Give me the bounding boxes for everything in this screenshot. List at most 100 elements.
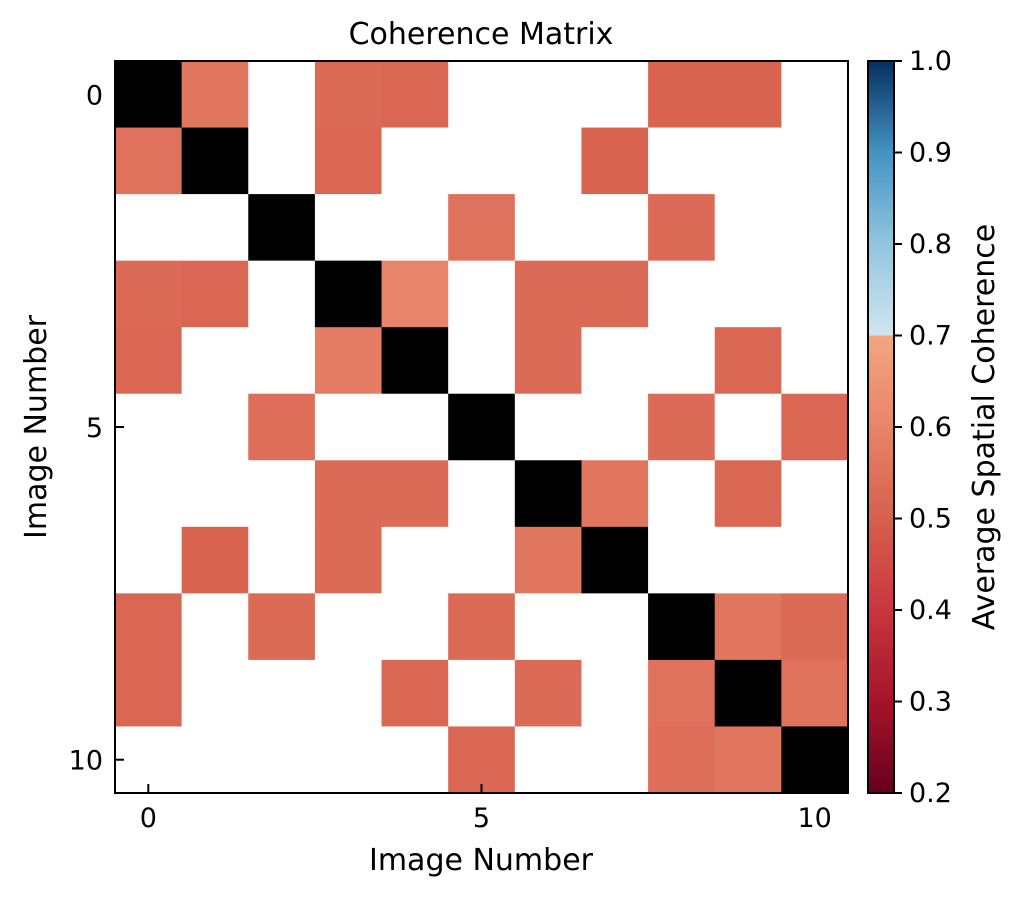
heatmap-cell-10-10 xyxy=(781,726,849,794)
heatmap-cell-9-6 xyxy=(514,659,583,728)
heatmap-cells xyxy=(115,61,849,794)
heatmap-cell-3-2 xyxy=(248,260,316,328)
heatmap-cell-5-10 xyxy=(781,393,849,461)
heatmap-cell-7-5 xyxy=(448,526,516,594)
heatmap-cell-10-7 xyxy=(581,726,649,794)
heatmap-cell-3-10 xyxy=(781,260,849,328)
heatmap-cell-2-7 xyxy=(581,194,649,262)
heatmap-cell-7-4 xyxy=(381,526,449,594)
heatmap-cell-4-10 xyxy=(781,327,849,395)
heatmap-cell-2-6 xyxy=(514,194,583,262)
heatmap-cell-8-6 xyxy=(514,593,583,661)
heatmap-cell-4-4 xyxy=(381,327,449,395)
heatmap-cell-6-5 xyxy=(448,460,516,528)
heatmap-cell-5-8 xyxy=(648,393,716,461)
heatmap-cell-1-10 xyxy=(781,127,849,195)
heatmap-cell-1-2 xyxy=(248,127,316,195)
heatmap-cell-1-0 xyxy=(115,127,183,195)
heatmap-cell-6-10 xyxy=(781,460,849,528)
colorbar-tick-label-0.3: 0.3 xyxy=(909,687,952,718)
colorbar-tick-label-1.0: 1.0 xyxy=(909,46,952,77)
colorbar-tick-label-0.8: 0.8 xyxy=(909,229,952,260)
heatmap-cell-9-2 xyxy=(248,659,316,728)
heatmap-cell-8-8 xyxy=(648,593,716,661)
heatmap-cell-10-5 xyxy=(448,726,516,794)
heatmap-cell-7-10 xyxy=(781,526,849,594)
heatmap-cell-2-0 xyxy=(115,194,183,262)
heatmap-cell-6-6 xyxy=(514,460,583,528)
heatmap-cell-5-1 xyxy=(181,393,249,461)
heatmap-cell-5-3 xyxy=(314,393,383,461)
heatmap-cell-0-0 xyxy=(115,61,183,129)
y-tick-label-10: 10 xyxy=(69,746,103,777)
colorbar-ticks: 0.2 0.3 0.4 0.5 0.6 0.7 0.8 0.9 1.0 xyxy=(894,46,952,809)
heatmap-cell-0-5 xyxy=(448,61,516,129)
colorbar-tick-label-0.6: 0.6 xyxy=(909,412,952,443)
heatmap-cell-0-7 xyxy=(581,61,649,129)
heatmap-cell-3-8 xyxy=(648,260,716,328)
heatmap-cell-8-2 xyxy=(248,593,316,661)
heatmap-cell-6-3 xyxy=(314,460,383,528)
y-axis-label: Image Number xyxy=(19,314,54,539)
heatmap-cell-9-8 xyxy=(648,659,716,728)
heatmap-cell-0-2 xyxy=(248,61,316,129)
heatmap-cell-4-3 xyxy=(314,327,383,395)
heatmap-cell-8-10 xyxy=(781,593,849,661)
heatmap-cell-6-1 xyxy=(181,460,249,528)
heatmap-cell-5-7 xyxy=(581,393,649,461)
heatmap-cell-0-1 xyxy=(181,61,249,129)
heatmap-cell-6-4 xyxy=(381,460,449,528)
heatmap-cell-5-6 xyxy=(514,393,583,461)
colorbar-tick-label-0.2: 0.2 xyxy=(909,778,952,809)
heatmap-cell-4-5 xyxy=(448,327,516,395)
heatmap-cell-10-0 xyxy=(115,726,183,794)
heatmap-cell-4-1 xyxy=(181,327,249,395)
x-axis-label: Image Number xyxy=(369,843,594,878)
x-tick-label-0: 0 xyxy=(140,803,157,834)
y-axis-ticks: 0 5 10 xyxy=(69,80,124,777)
heatmap-cell-8-3 xyxy=(314,593,383,661)
heatmap-cell-0-4 xyxy=(381,61,449,129)
colorbar-gradient xyxy=(868,61,894,793)
heatmap-cell-6-7 xyxy=(581,460,649,528)
heatmap-cell-7-0 xyxy=(115,526,183,594)
heatmap-cell-3-6 xyxy=(514,260,583,328)
heatmap-cell-9-3 xyxy=(314,659,383,728)
heatmap-cell-7-7 xyxy=(581,526,649,594)
x-axis-ticks: 0 5 10 xyxy=(140,784,832,834)
heatmap-cell-7-3 xyxy=(314,526,383,594)
colorbar-tick-label-0.5: 0.5 xyxy=(909,504,952,535)
heatmap-cell-9-1 xyxy=(181,659,249,728)
heatmap-cell-9-5 xyxy=(448,659,516,728)
chart-title: Coherence Matrix xyxy=(349,17,614,52)
heatmap-cell-1-1 xyxy=(181,127,249,195)
heatmap-cell-6-0 xyxy=(115,460,183,528)
heatmap-cell-2-2 xyxy=(248,194,316,262)
heatmap-cell-5-2 xyxy=(248,393,316,461)
heatmap-cell-0-6 xyxy=(514,61,583,129)
heatmap-cell-8-4 xyxy=(381,593,449,661)
heatmap-cell-4-7 xyxy=(581,327,649,395)
heatmap-cell-0-8 xyxy=(648,61,716,129)
heatmap-cell-2-1 xyxy=(181,194,249,262)
heatmap-cell-7-1 xyxy=(181,526,249,594)
heatmap-cell-8-7 xyxy=(581,593,649,661)
colorbar-label: Average Spatial Coherence xyxy=(967,224,1002,630)
heatmap-cell-3-5 xyxy=(448,260,516,328)
heatmap-cell-1-5 xyxy=(448,127,516,195)
heatmap-cell-10-9 xyxy=(714,726,782,794)
x-tick-label-5: 5 xyxy=(473,803,490,834)
heatmap-cell-7-9 xyxy=(714,526,782,594)
heatmap-cell-1-8 xyxy=(648,127,716,195)
heatmap-cell-8-0 xyxy=(115,593,183,661)
heatmap-cell-10-4 xyxy=(381,726,449,794)
heatmap-cell-6-8 xyxy=(648,460,716,528)
heatmap-cell-8-9 xyxy=(714,593,782,661)
heatmap-cell-0-3 xyxy=(314,61,383,129)
heatmap-cell-1-4 xyxy=(381,127,449,195)
colorbar-tick-label-0.9: 0.9 xyxy=(909,138,952,169)
heatmap-cell-3-3 xyxy=(314,260,383,328)
heatmap-cell-4-6 xyxy=(514,327,583,395)
